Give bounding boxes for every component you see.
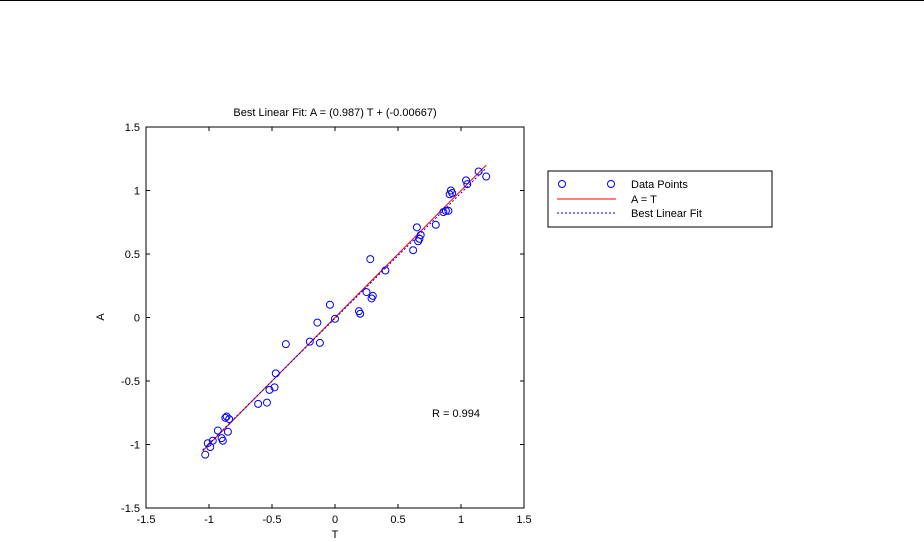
legend: Data Points A = T Best Linear Fit bbox=[547, 170, 773, 228]
data-point bbox=[441, 206, 450, 215]
r-value-annotation: R = 0.994 bbox=[432, 408, 480, 420]
data-point bbox=[262, 398, 271, 407]
data-point bbox=[270, 383, 279, 392]
legend-marker-point-right bbox=[607, 180, 615, 188]
data-point bbox=[221, 413, 230, 422]
data-point bbox=[223, 427, 232, 436]
chart-title: Best Linear Fit: A = (0.987) T + (-0.006… bbox=[233, 107, 436, 119]
fit-lines bbox=[202, 164, 487, 452]
x-tick-label: -0.5 bbox=[263, 514, 282, 526]
data-point bbox=[313, 318, 322, 327]
data-point bbox=[474, 167, 483, 176]
x-tick-label: -1 bbox=[204, 514, 214, 526]
data-point bbox=[208, 436, 217, 445]
data-point bbox=[265, 385, 274, 394]
data-point bbox=[331, 314, 339, 323]
data-point bbox=[462, 176, 471, 185]
data-point bbox=[362, 288, 371, 297]
data-point bbox=[415, 234, 424, 243]
data-point bbox=[315, 338, 324, 347]
y-tick-label: 1.5 bbox=[125, 122, 140, 134]
best-fit-line bbox=[202, 167, 487, 451]
x-tick-label: 0 bbox=[332, 514, 338, 526]
data-point bbox=[431, 220, 440, 229]
axis-tick-labels: -1.5 -1 -0.5 0 0.5 1 1.5 -1.5 -1 -0.5 0 0.5 1 1.5 bbox=[121, 122, 532, 526]
legend-label-data-points: Data Points bbox=[631, 179, 688, 191]
data-point bbox=[213, 426, 222, 435]
data-point bbox=[222, 412, 231, 421]
data-point bbox=[201, 450, 210, 459]
y-tick-label: -0.5 bbox=[121, 376, 140, 388]
data-point bbox=[225, 415, 234, 424]
legend-marker-point-left bbox=[558, 180, 566, 188]
y-tick-label: -1.5 bbox=[121, 503, 140, 515]
data-point bbox=[366, 255, 375, 264]
data-point bbox=[254, 399, 263, 408]
legend-label-identity: A = T bbox=[631, 194, 657, 206]
data-point bbox=[444, 206, 453, 215]
y-tick-label: 0.5 bbox=[125, 249, 140, 261]
data-point bbox=[448, 189, 457, 198]
data-point bbox=[305, 337, 314, 346]
data-point bbox=[463, 180, 472, 189]
data-point bbox=[281, 340, 290, 349]
data-point bbox=[409, 246, 418, 255]
y-tick-label: -1 bbox=[130, 440, 140, 452]
x-tick-label: 1.5 bbox=[516, 514, 531, 526]
data-point bbox=[218, 436, 227, 445]
data-point bbox=[325, 300, 334, 309]
x-tick-label: 1 bbox=[458, 514, 464, 526]
data-point bbox=[271, 369, 280, 378]
x-tick-label: 0.5 bbox=[390, 514, 405, 526]
y-tick-label: 0 bbox=[134, 313, 140, 325]
data-point bbox=[367, 294, 376, 303]
data-points bbox=[201, 167, 491, 459]
axis-ticks bbox=[145, 126, 525, 509]
identity-line bbox=[202, 164, 487, 452]
data-point bbox=[356, 309, 365, 318]
y-axis-label: A bbox=[95, 313, 107, 321]
legend-label-best-fit: Best Linear Fit bbox=[631, 208, 702, 220]
x-axis-label: T bbox=[332, 529, 339, 541]
data-point bbox=[381, 266, 390, 275]
data-point bbox=[412, 223, 421, 232]
data-point bbox=[482, 172, 491, 181]
top-border-line bbox=[0, 0, 924, 1]
data-point bbox=[416, 230, 425, 239]
y-tick-label: 1 bbox=[134, 186, 140, 198]
x-tick-label: -1.5 bbox=[137, 514, 156, 526]
